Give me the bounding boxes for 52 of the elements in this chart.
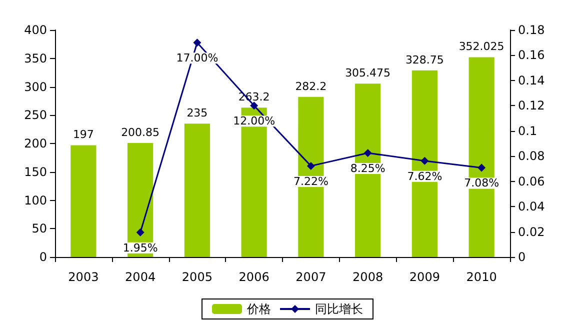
data-label: 235 bbox=[186, 106, 208, 120]
point bbox=[478, 164, 486, 172]
point bbox=[306, 162, 315, 170]
y-tick-label: 250 bbox=[24, 108, 47, 122]
y2-tick-label: 0.16 bbox=[518, 48, 545, 62]
data-label: 305.475 bbox=[345, 66, 391, 80]
y2-tick-label: 0.04 bbox=[518, 200, 545, 214]
data-label: 7.22% bbox=[293, 174, 328, 188]
point bbox=[136, 228, 144, 236]
legend-label: 价格 bbox=[246, 302, 271, 316]
data-label: 328.75 bbox=[405, 53, 444, 66]
data-label: 197 bbox=[72, 128, 94, 142]
point bbox=[193, 38, 202, 47]
x-tick-label: 2003 bbox=[68, 270, 99, 284]
data-label: 282.2 bbox=[295, 80, 327, 93]
x-tick-label: 2007 bbox=[296, 270, 326, 284]
point bbox=[364, 148, 372, 157]
y2-tick-label: 0.18 bbox=[518, 23, 545, 37]
x-tick-label: 2006 bbox=[238, 270, 270, 284]
y2-tick-label: 0 bbox=[518, 250, 526, 264]
data-label: 1.95% bbox=[122, 241, 158, 254]
y-tick-label: 150 bbox=[24, 164, 47, 179]
y-tick-label: 200 bbox=[24, 136, 47, 150]
y2-tick-label: 0.08 bbox=[518, 149, 545, 164]
data-label: 352.025 bbox=[458, 40, 504, 54]
y-tick-label: 400 bbox=[24, 23, 47, 37]
data-label: 12.00% bbox=[233, 114, 276, 128]
data-label: 17.00% bbox=[176, 52, 218, 65]
x-tick-label: 2008 bbox=[352, 270, 384, 284]
y2-tick-label: 0.14 bbox=[518, 73, 545, 88]
y-tick-label: 100 bbox=[24, 193, 47, 208]
y-tick-label: 50 bbox=[32, 222, 47, 236]
x-tick-label: 2009 bbox=[409, 270, 440, 284]
bar bbox=[70, 145, 96, 257]
y2-tick-label: 0.12 bbox=[518, 98, 545, 113]
y2-tick-label: 0.06 bbox=[518, 174, 545, 188]
x-tick-label: 2004 bbox=[125, 270, 156, 284]
y2-tick-label: 0.02 bbox=[518, 224, 545, 239]
bar bbox=[184, 124, 210, 257]
y2-tick-label: 0.1 bbox=[518, 124, 538, 138]
data-label: 8.25% bbox=[350, 162, 386, 175]
legend-label: 同比增长 bbox=[315, 302, 363, 316]
x-tick-label: 2005 bbox=[182, 270, 212, 284]
data-label: 200.85 bbox=[121, 126, 160, 140]
data-label: 7.08% bbox=[464, 176, 500, 190]
point bbox=[250, 102, 258, 110]
data-label: 7.62% bbox=[407, 170, 442, 183]
y-tick-label: 300 bbox=[24, 80, 47, 94]
point bbox=[420, 156, 429, 165]
y-tick-label: 0 bbox=[39, 250, 47, 264]
y-tick-label: 350 bbox=[24, 51, 47, 66]
x-tick-label: 2010 bbox=[466, 270, 497, 284]
